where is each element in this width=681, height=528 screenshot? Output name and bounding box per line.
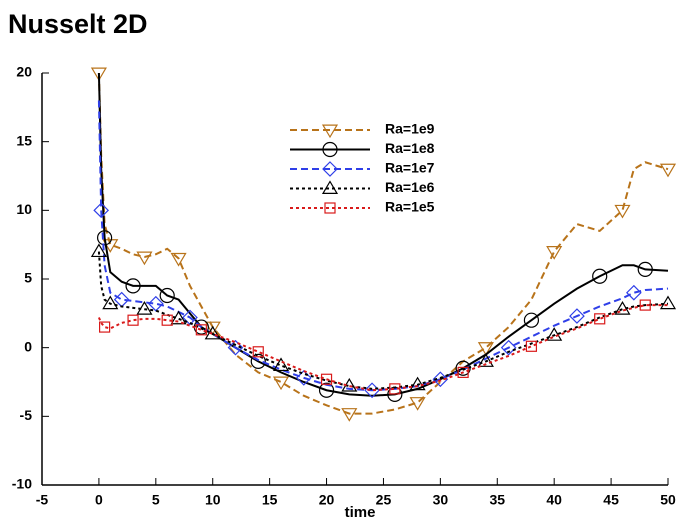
- legend-marker: [321, 180, 339, 194]
- marker: [500, 339, 517, 356]
- x-tick-label: 20: [319, 492, 335, 508]
- y-tick-label: 15: [16, 132, 32, 148]
- marker: [182, 309, 198, 326]
- marker: [195, 324, 207, 336]
- marker: [272, 376, 290, 391]
- marker: [204, 321, 221, 336]
- marker: [93, 202, 110, 219]
- x-tick-label: 45: [603, 492, 619, 508]
- y-tick-label: -5: [20, 407, 33, 423]
- marker: [523, 312, 540, 328]
- y-tick-label: 0: [24, 338, 32, 354]
- x-axis-label: time: [345, 504, 376, 521]
- marker: [98, 321, 111, 333]
- marker: [272, 357, 290, 372]
- marker: [637, 261, 653, 277]
- x-tick-label: 50: [660, 492, 676, 508]
- marker: [477, 342, 494, 356]
- marker: [477, 353, 494, 367]
- marker: [569, 308, 585, 324]
- marker: [594, 313, 606, 325]
- legend-marker: [322, 141, 338, 158]
- x-tick-label: -5: [36, 492, 49, 508]
- marker: [227, 339, 244, 356]
- chart-title: Nusselt 2D: [8, 9, 148, 39]
- marker: [250, 353, 266, 369]
- series-line: [97, 100, 669, 392]
- marker: [127, 314, 139, 326]
- x-tick-label: 35: [489, 492, 505, 508]
- marker: [626, 284, 642, 301]
- marker: [136, 251, 153, 266]
- marker: [252, 346, 264, 358]
- marker: [432, 371, 449, 388]
- marker: [170, 310, 187, 325]
- marker: [341, 408, 358, 422]
- legend-marker: [324, 202, 336, 214]
- y-tick-label: 10: [16, 201, 32, 217]
- x-tick-label: 5: [152, 492, 160, 508]
- legend-marker: [322, 161, 338, 177]
- marker: [592, 268, 608, 284]
- marker: [204, 325, 221, 340]
- marker: [295, 370, 312, 386]
- y-tick-label: -10: [12, 476, 32, 492]
- marker: [614, 204, 631, 219]
- series-line: [97, 251, 669, 390]
- marker: [90, 243, 107, 258]
- marker: [659, 163, 677, 178]
- marker: [318, 382, 335, 398]
- x-tick-label: 15: [262, 492, 278, 508]
- y-tick-label: 20: [16, 64, 32, 80]
- marker: [546, 246, 563, 260]
- marker: [409, 397, 426, 411]
- marker: [102, 295, 119, 310]
- y-tick-label: 5: [24, 270, 32, 286]
- series-line: [97, 72, 669, 397]
- marker: [455, 360, 471, 376]
- marker: [161, 314, 173, 326]
- marker: [147, 295, 164, 312]
- x-tick-label: 25: [376, 492, 392, 508]
- marker: [170, 252, 187, 267]
- legend-label: Ra=1e9: [385, 121, 435, 137]
- legend-label: Ra=1e8: [385, 140, 435, 156]
- legend-marker: [321, 124, 339, 139]
- x-tick-label: 10: [205, 492, 221, 508]
- marker: [389, 383, 401, 395]
- legend-label: Ra=1e7: [385, 160, 435, 176]
- legend-label: Ra=1e5: [385, 199, 435, 215]
- marker: [639, 299, 651, 311]
- series-line: [97, 304, 668, 392]
- marker: [90, 67, 107, 82]
- marker: [136, 301, 153, 315]
- marker: [457, 366, 469, 378]
- marker: [546, 327, 563, 341]
- x-tick-label: 0: [95, 492, 103, 508]
- series-line: [97, 72, 669, 415]
- x-tick-label: 40: [546, 492, 562, 508]
- marker: [125, 278, 141, 294]
- marker: [525, 340, 538, 352]
- marker: [659, 295, 677, 310]
- marker: [96, 230, 113, 246]
- marker: [614, 301, 631, 315]
- marker: [320, 373, 333, 385]
- marker: [409, 376, 426, 391]
- legend-label: Ra=1e6: [385, 179, 435, 195]
- marker: [159, 287, 175, 304]
- x-tick-label: 30: [433, 492, 449, 508]
